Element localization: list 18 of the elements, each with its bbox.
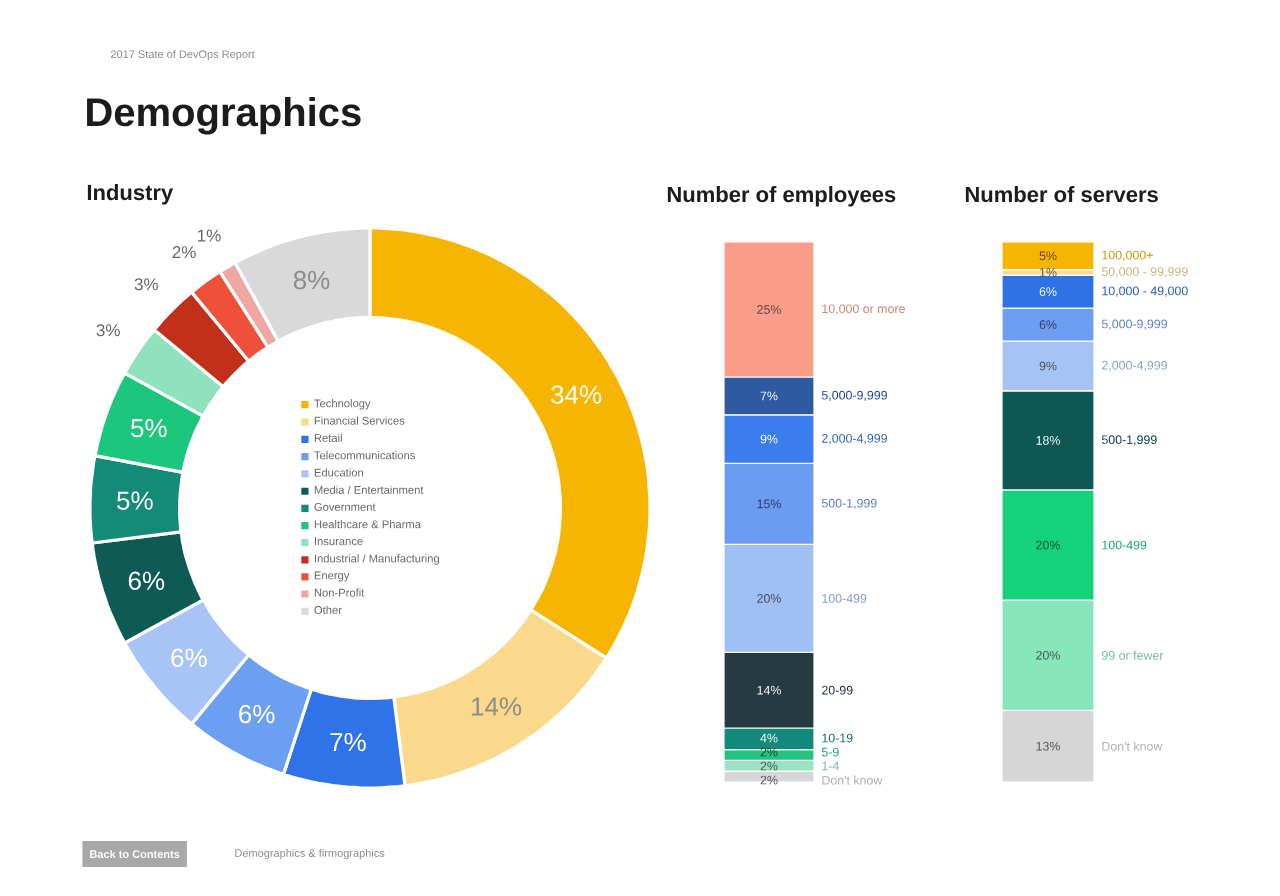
data-label: 2% [172,246,196,259]
data-label: 7% [330,732,366,752]
data-label: 1% [198,229,221,242]
data-label: 3% [134,278,158,291]
data-label: 8% [293,270,330,290]
data-label: 3% [96,324,120,337]
chart-title: Number of employees [667,186,896,207]
data-label: 6% [171,648,207,667]
data-label: 34% [551,385,602,404]
chart-title: Industry [87,184,174,205]
chart-title: Number of servers [965,186,1158,203]
bar [1001,241,1095,271]
data-label: 6% [128,571,165,590]
data-label: 5% [131,419,167,438]
data-label: 14% [471,697,522,716]
data-label: 5% [117,491,153,510]
data-label: 6% [239,704,275,724]
text: Demographics [87,97,361,135]
